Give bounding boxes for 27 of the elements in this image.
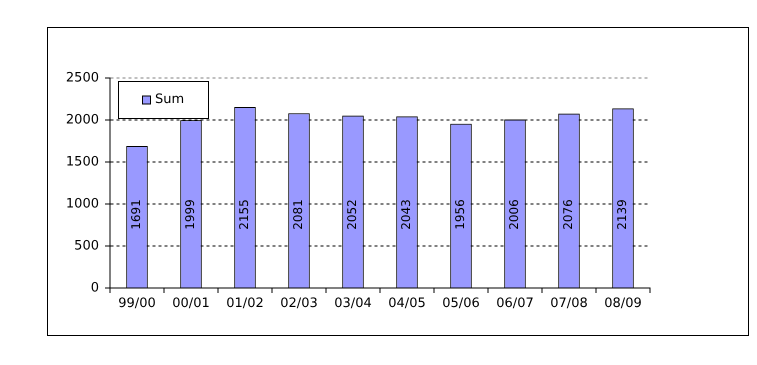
data-label: 2155 xyxy=(237,199,252,230)
data-label: 1956 xyxy=(453,199,468,230)
data-label: 2052 xyxy=(345,199,360,230)
data-label: 2081 xyxy=(291,199,306,230)
data-label: 2139 xyxy=(615,199,630,230)
x-tick-label: 05/06 xyxy=(442,296,480,312)
data-label: 2043 xyxy=(399,199,414,230)
data-label: 2006 xyxy=(507,199,522,230)
x-tick-label: 04/05 xyxy=(388,296,426,312)
y-tick-label: 500 xyxy=(74,238,99,254)
y-tick-label: 2500 xyxy=(66,70,99,86)
x-tick-label: 03/04 xyxy=(334,296,372,312)
y-tick-label: 1000 xyxy=(66,196,99,212)
data-label: 1999 xyxy=(183,199,198,230)
y-tick-label: 0 xyxy=(90,280,99,296)
x-tick-label: 07/08 xyxy=(550,296,588,312)
x-tick-label: 01/02 xyxy=(226,296,264,312)
data-label: 2076 xyxy=(561,199,576,230)
data-label: 1691 xyxy=(129,199,144,230)
x-tick-label: 02/03 xyxy=(280,296,318,312)
x-tick-label: 00/01 xyxy=(172,296,210,312)
x-tick-label: 08/09 xyxy=(604,296,642,312)
x-tick-label: 06/07 xyxy=(496,296,534,312)
x-tick-label: 99/00 xyxy=(118,296,156,312)
legend-label: Sum xyxy=(155,92,184,107)
y-tick-label: 2000 xyxy=(66,112,99,128)
y-tick-label: 1500 xyxy=(66,154,99,170)
